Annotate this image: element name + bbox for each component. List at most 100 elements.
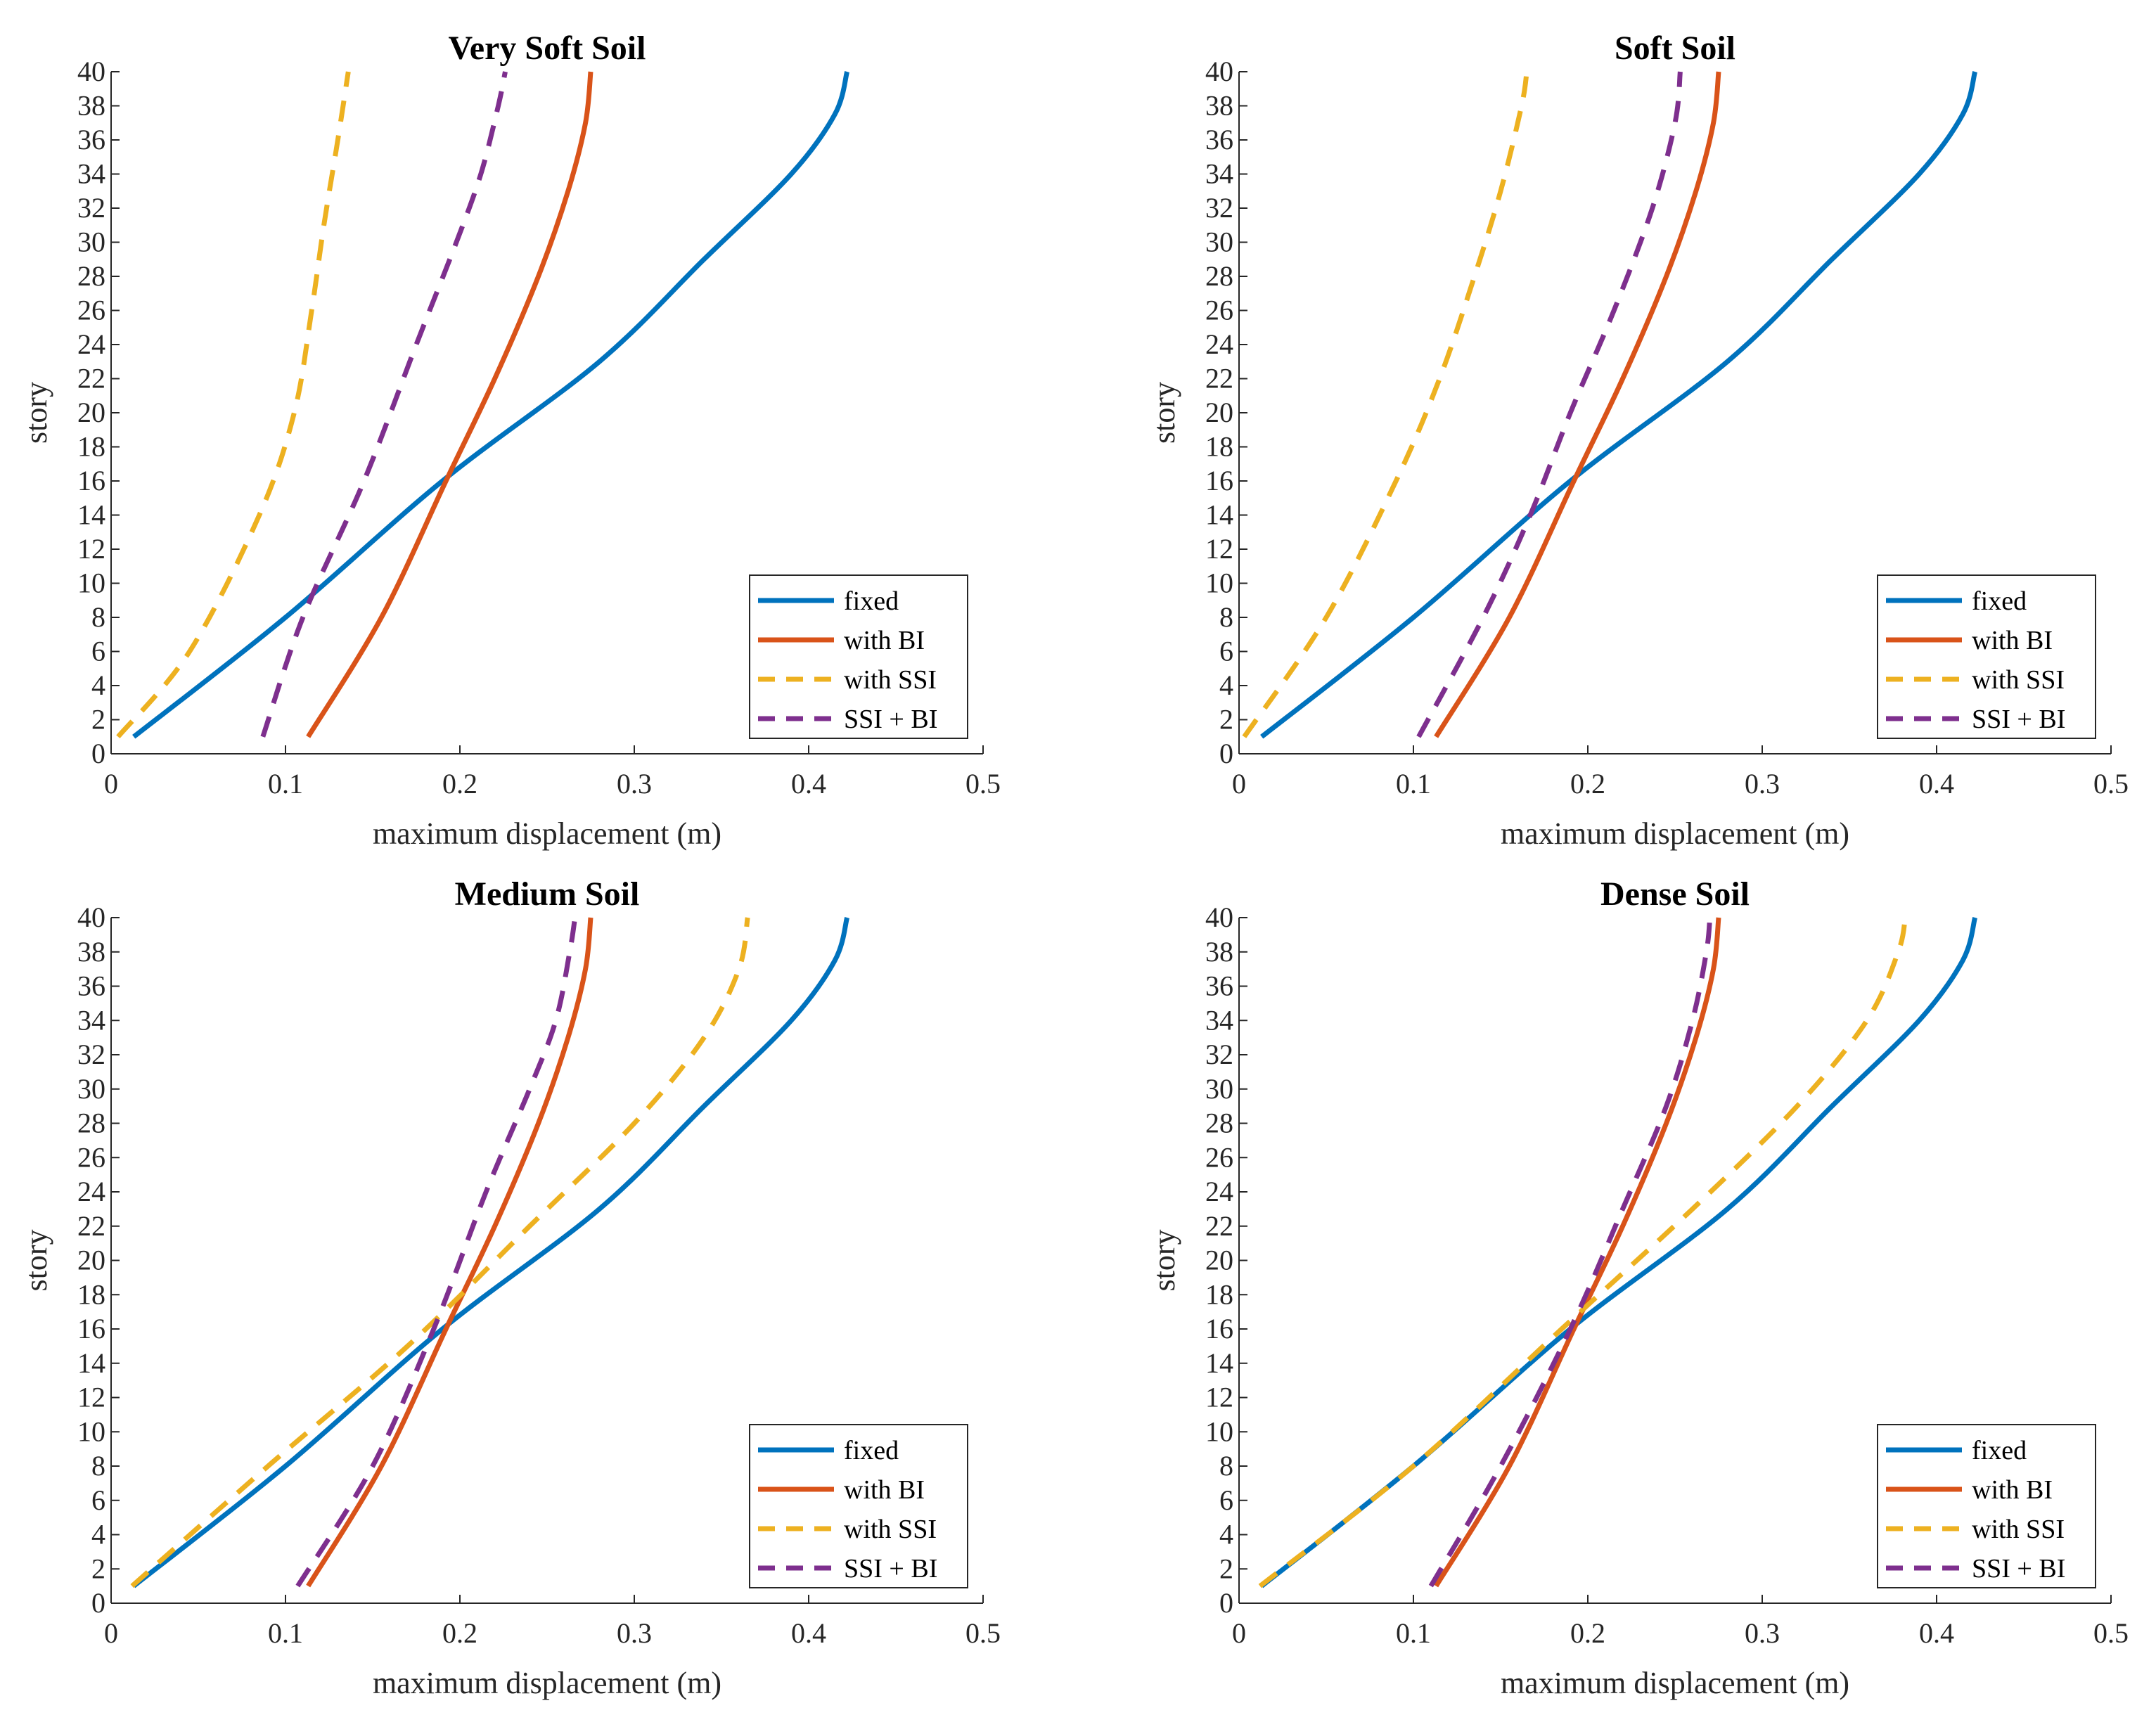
y-tick-label: 16	[1205, 1313, 1233, 1344]
legend-label-ssi-bi: SSI + BI	[844, 1554, 937, 1584]
x-tick-label: 0.4	[1919, 768, 1954, 799]
y-tick-label: 8	[91, 1450, 105, 1482]
y-tick-label: 40	[1205, 901, 1233, 933]
y-tick-label: 26	[1205, 1141, 1233, 1173]
series-line-with-bi	[1434, 917, 1721, 1588]
y-tick-label: 40	[77, 56, 105, 87]
x-tick-label: 0.4	[791, 768, 826, 799]
y-tick-label: 26	[1205, 295, 1233, 326]
series-line-ssi-bi	[1428, 917, 1713, 1588]
y-tick-label: 36	[1205, 124, 1233, 155]
y-tick-label: 18	[77, 431, 105, 463]
y-tick-label: 32	[77, 1039, 105, 1070]
y-tick-label: 6	[91, 1484, 105, 1516]
y-tick-label: 28	[77, 260, 105, 292]
y-tick-label: 10	[77, 1415, 105, 1447]
y-tick-label: 38	[77, 90, 105, 122]
x-axis-label: maximum displacement (m)	[1501, 1666, 1849, 1700]
legend-label-with-ssi: with SSI	[844, 665, 937, 695]
series-line-fixed	[132, 71, 849, 739]
y-tick-label: 16	[77, 465, 105, 496]
y-tick-label: 38	[1205, 90, 1233, 122]
chart-title: Very Soft Soil	[449, 30, 646, 67]
x-tick-label: 0.1	[1396, 1617, 1431, 1649]
series-line-with-bi	[306, 917, 593, 1588]
series-group	[1258, 917, 1978, 1588]
x-axis-label: maximum displacement (m)	[1501, 816, 1849, 851]
y-tick-label: 22	[77, 1210, 105, 1242]
y-tick-label: 12	[77, 533, 105, 565]
x-tick-label: 0.3	[1745, 1617, 1780, 1649]
y-axis-label: story	[1147, 1230, 1181, 1292]
y-tick-label: 34	[77, 1004, 105, 1036]
legend-label-fixed: fixed	[1972, 586, 2027, 616]
series-line-fixed	[1260, 71, 1977, 739]
x-tick-label: 0	[104, 768, 118, 799]
series-line-ssi-bi	[1416, 71, 1683, 738]
y-tick-label: 26	[77, 295, 105, 326]
y-tick-label: 16	[77, 1313, 105, 1344]
y-tick-label: 4	[1219, 669, 1233, 701]
x-tick-label: 0.5	[2093, 1617, 2129, 1649]
x-tick-label: 0.5	[2093, 768, 2129, 799]
y-tick-label: 24	[77, 328, 105, 360]
x-tick-label: 0.2	[1570, 1617, 1605, 1649]
series-line-fixed	[132, 917, 850, 1588]
y-tick-label: 14	[77, 1347, 105, 1379]
y-tick-label: 4	[91, 1519, 105, 1550]
x-tick-label: 0.4	[791, 1617, 826, 1649]
y-tick-label: 20	[77, 397, 105, 428]
x-axis-label: maximum displacement (m)	[373, 1666, 721, 1700]
y-tick-label: 34	[1205, 1004, 1233, 1036]
series-line-with-ssi	[116, 71, 351, 739]
legend-label-fixed: fixed	[1972, 1436, 2027, 1465]
series-group	[116, 71, 849, 739]
legend-label-with-ssi: with SSI	[844, 1515, 937, 1544]
x-tick-label: 0.2	[442, 768, 477, 799]
chart-title: Soft Soil	[1615, 30, 1735, 67]
legend-label-ssi-bi: SSI + BI	[1972, 705, 2065, 734]
series-line-with-ssi	[1258, 917, 1908, 1588]
y-tick-label: 4	[91, 669, 105, 701]
legend-label-fixed: fixed	[844, 1436, 899, 1465]
y-tick-label: 28	[77, 1107, 105, 1139]
y-tick-label: 38	[1205, 936, 1233, 968]
legend: fixed with BI with SSI SSI + BI	[749, 1424, 968, 1588]
axes: 0 0.1 0.2 0.3 0.4 0.5024681012141618202224262…	[77, 901, 1001, 1649]
y-tick-label: 4	[1219, 1519, 1233, 1550]
legend-label-ssi-bi: SSI + BI	[1972, 1554, 2065, 1584]
chart-title: Medium Soil	[455, 875, 640, 913]
legend-label-with-bi: with BI	[844, 626, 925, 655]
x-tick-label: 0.1	[1396, 768, 1431, 799]
y-axis-label: story	[19, 382, 53, 444]
legend-label-with-bi: with BI	[844, 1475, 925, 1505]
axes: 0 0.1 0.2 0.3 0.4 0.5024681012141618202224262…	[1205, 56, 2129, 799]
y-tick-label: 40	[77, 901, 105, 933]
legend: fixed with BI with SSI SSI + BI	[1877, 1424, 2096, 1588]
y-tick-label: 28	[1205, 1107, 1233, 1139]
y-tick-label: 6	[1219, 636, 1233, 667]
y-tick-label: 14	[77, 499, 105, 531]
y-tick-label: 32	[77, 192, 105, 224]
x-tick-label: 0.3	[617, 1617, 652, 1649]
y-tick-label: 38	[77, 936, 105, 968]
x-tick-label: 0.2	[1570, 768, 1605, 799]
legend-label-with-bi: with BI	[1972, 626, 2053, 655]
y-tick-label: 30	[77, 226, 105, 258]
y-tick-label: 6	[1219, 1484, 1233, 1516]
x-tick-label: 0.3	[617, 768, 652, 799]
y-tick-label: 40	[1205, 56, 1233, 87]
y-tick-label: 32	[1205, 192, 1233, 224]
x-tick-label: 0.4	[1919, 1617, 1954, 1649]
y-tick-label: 18	[1205, 431, 1233, 463]
y-tick-label: 0	[1219, 1587, 1233, 1619]
x-tick-label: 0	[104, 1617, 118, 1649]
y-tick-label: 8	[1219, 601, 1233, 633]
chart-dense-soil: 0 0.1 0.2 0.3 0.4 0.5024681012141618202224262…	[1147, 875, 2129, 1700]
y-tick-label: 36	[77, 970, 105, 1002]
y-tick-label: 30	[77, 1073, 105, 1105]
y-tick-label: 16	[1205, 465, 1233, 496]
series-line-ssi-bi	[260, 71, 508, 738]
y-tick-label: 14	[1205, 1347, 1233, 1379]
y-tick-label: 34	[1205, 158, 1233, 190]
